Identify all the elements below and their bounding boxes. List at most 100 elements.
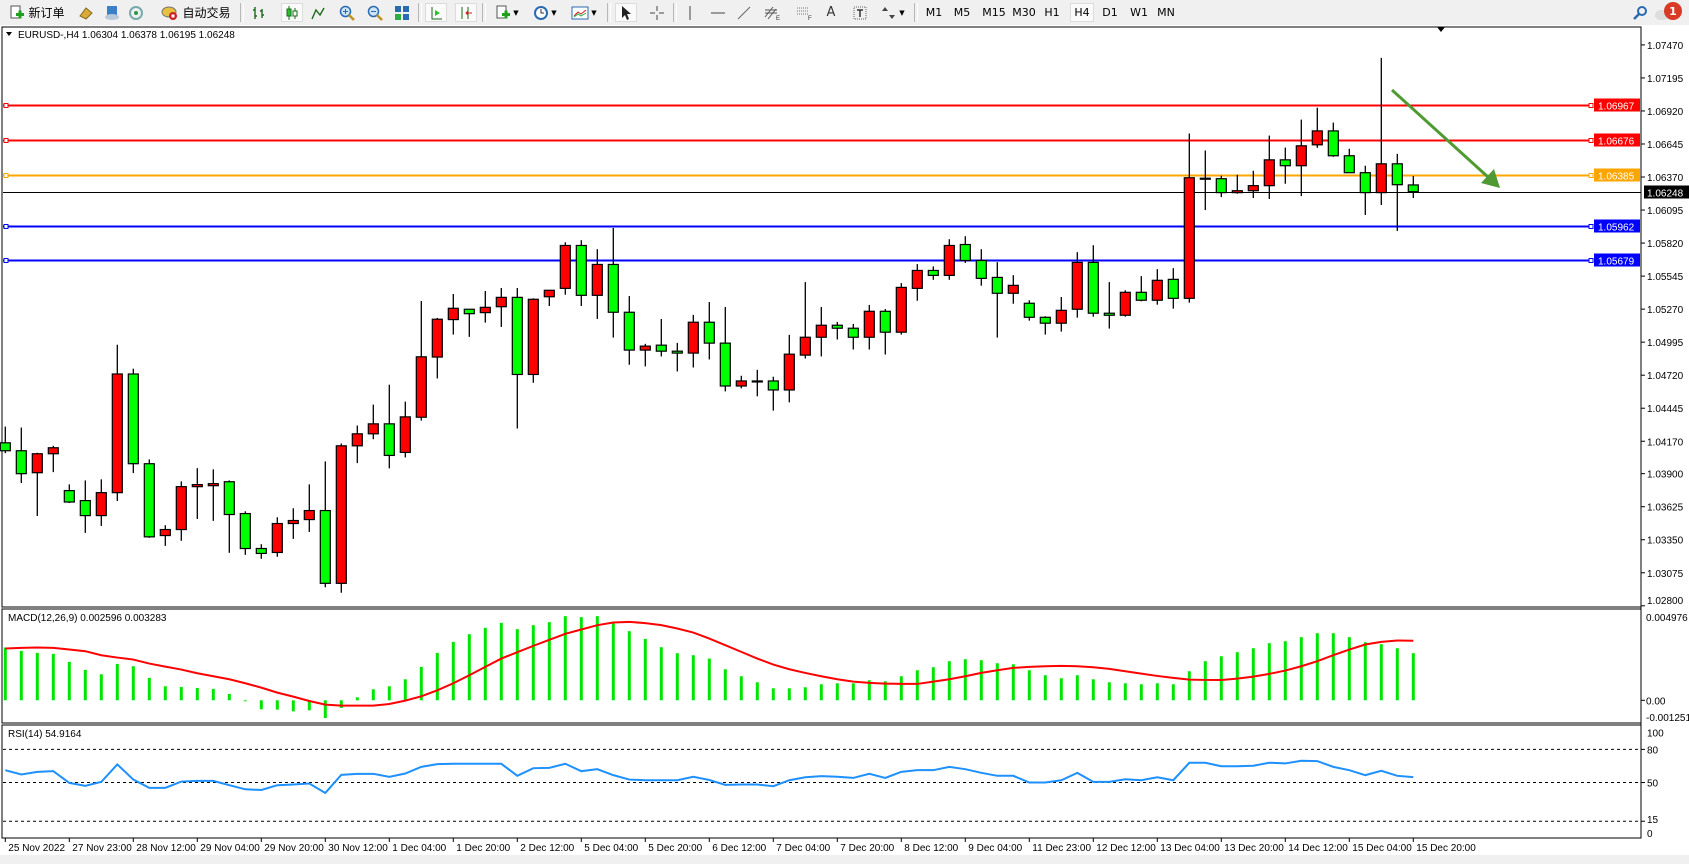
- chart-window[interactable]: 1.06967 1.06676 1.06385 1.05962 1.05679 1.062…: [0, 25, 1689, 861]
- macd-histogram-bar: [883, 681, 887, 701]
- cursor-tool-button[interactable]: [615, 3, 637, 22]
- time-tick-label: 30 Nov 12:00: [328, 843, 388, 854]
- macd-histogram-bar: [1171, 684, 1175, 701]
- fibonacci-button[interactable]: F: [794, 3, 816, 22]
- search-button[interactable]: [1630, 3, 1650, 22]
- navigator-button[interactable]: [126, 3, 146, 22]
- macd-histogram-bar: [995, 663, 999, 701]
- timeframe-m30[interactable]: M30: [1012, 6, 1036, 19]
- timeframe-m15[interactable]: M15: [982, 6, 1006, 19]
- timeframe-h4[interactable]: H4: [1070, 3, 1094, 22]
- macd-histogram-bar: [899, 676, 903, 701]
- macd-histogram-bar: [1315, 633, 1319, 701]
- price-tick-label: 1.05270: [1647, 305, 1684, 316]
- bar-chart-button[interactable]: [249, 3, 269, 22]
- chart-shift-marker-icon[interactable]: [1437, 27, 1445, 32]
- chart-shift-icon: [431, 6, 442, 19]
- auto-scroll-button[interactable]: [455, 3, 477, 22]
- new-chart-button[interactable]: ▼: [490, 3, 524, 22]
- horizontal-line-button[interactable]: [708, 3, 728, 22]
- channel-e-icon: E: [764, 6, 780, 21]
- search-icon: [1633, 5, 1647, 20]
- price-tick-label: 1.05820: [1647, 239, 1684, 250]
- macd-histogram-bar: [1043, 675, 1047, 701]
- timeframe-h1[interactable]: H1: [1044, 6, 1060, 19]
- market-watch-button[interactable]: [76, 3, 96, 22]
- macd-histogram-bar: [179, 686, 183, 701]
- auto-trading-button[interactable]: 自动交易: [156, 3, 236, 22]
- price-tick-label: 1.06370: [1647, 173, 1684, 184]
- text-tool-button[interactable]: A: [826, 5, 836, 20]
- bullish-candle: [431, 318, 443, 358]
- timeframe-w1[interactable]: W1: [1130, 6, 1148, 19]
- bullish-candle: [447, 307, 459, 321]
- price-tick-label: 1.06095: [1647, 206, 1684, 217]
- new-order-button[interactable]: 新订单: [6, 3, 68, 22]
- macd-histogram-bar: [515, 629, 519, 701]
- bullish-candle: [943, 244, 955, 276]
- macd-histogram-bar: [419, 666, 423, 701]
- bearish-candle: [879, 310, 891, 333]
- vertical-line-icon: [689, 5, 691, 20]
- chart-menu-triangle-icon[interactable]: [6, 32, 12, 36]
- macd-histogram-bar: [499, 622, 503, 701]
- timeframe-m1[interactable]: M1: [925, 6, 943, 19]
- current-price-label: 1.06248: [1647, 189, 1684, 200]
- bearish-candle: [511, 296, 523, 376]
- price-chart[interactable]: 1.06967 1.06676 1.06385 1.05962 1.05679 1.062…: [0, 25, 1689, 861]
- time-tick-label: 7 Dec 04:00: [776, 843, 830, 854]
- macd-histogram-bar: [1091, 679, 1095, 701]
- zoom-in-icon: [339, 5, 355, 21]
- bearish-candle: [319, 509, 331, 584]
- tile-windows-button[interactable]: [392, 3, 412, 22]
- level-handle-left: [3, 258, 9, 263]
- crosshair-tool-button[interactable]: [647, 3, 667, 22]
- time-tick-label: 15 Dec 04:00: [1352, 843, 1412, 854]
- bullish-candle: [95, 492, 107, 517]
- price-tick-label: 1.07470: [1647, 41, 1684, 52]
- macd-histogram-bar: [627, 631, 631, 701]
- chart-shift-button[interactable]: [425, 3, 447, 22]
- templates-button[interactable]: ▼: [566, 3, 602, 22]
- timeframe-mn[interactable]: MN: [1157, 6, 1175, 19]
- clock-icon: [534, 5, 549, 20]
- macd-histogram-bar: [579, 617, 583, 701]
- bearish-candle: [1407, 184, 1419, 193]
- toolbar-separator: [240, 3, 244, 22]
- timeframe-d1[interactable]: D1: [1102, 6, 1118, 19]
- bearish-candle: [655, 344, 667, 352]
- timeframe-m5[interactable]: M5: [953, 6, 971, 19]
- periods-button[interactable]: ▼: [528, 3, 562, 22]
- data-window-button[interactable]: [102, 3, 122, 22]
- macd-histogram-bar: [1267, 643, 1271, 701]
- toolbar-separator: [673, 3, 677, 22]
- bullish-candle: [399, 416, 411, 454]
- toolbar-separator: [607, 3, 611, 22]
- vertical-line-button[interactable]: [680, 3, 700, 22]
- price-tick-label: 1.03625: [1647, 503, 1684, 514]
- auto-trading-icon: [161, 6, 178, 20]
- macd-histogram-bar: [691, 655, 695, 701]
- zoom-in-button[interactable]: [337, 3, 357, 22]
- dropdown-arrow-icon: ▼: [551, 8, 557, 17]
- macd-histogram-bar: [259, 700, 263, 710]
- macd-histogram-bar: [163, 686, 167, 701]
- bullish-candle: [31, 453, 43, 474]
- level-price-label: 1.05962: [1598, 223, 1635, 234]
- zoom-out-button[interactable]: [365, 3, 385, 22]
- macd-histogram-bar: [467, 634, 471, 701]
- macd-histogram-bar: [1155, 683, 1159, 701]
- text-label-button[interactable]: [850, 3, 870, 22]
- bearish-candle: [847, 327, 859, 338]
- time-tick-label: 1 Dec 04:00: [392, 843, 446, 854]
- candlestick-icon: [286, 5, 298, 20]
- line-chart-button[interactable]: [308, 3, 328, 22]
- candlestick-chart-button[interactable]: [281, 3, 303, 22]
- bearish-candle: [671, 350, 683, 354]
- bearish-candle: [15, 450, 27, 475]
- bullish-candle: [1007, 284, 1019, 294]
- notification-badge[interactable]: 1: [1664, 2, 1682, 20]
- arrows-button[interactable]: ▼: [876, 3, 910, 22]
- trendline-button[interactable]: [734, 3, 754, 22]
- equidistant-channel-button[interactable]: E: [762, 3, 784, 22]
